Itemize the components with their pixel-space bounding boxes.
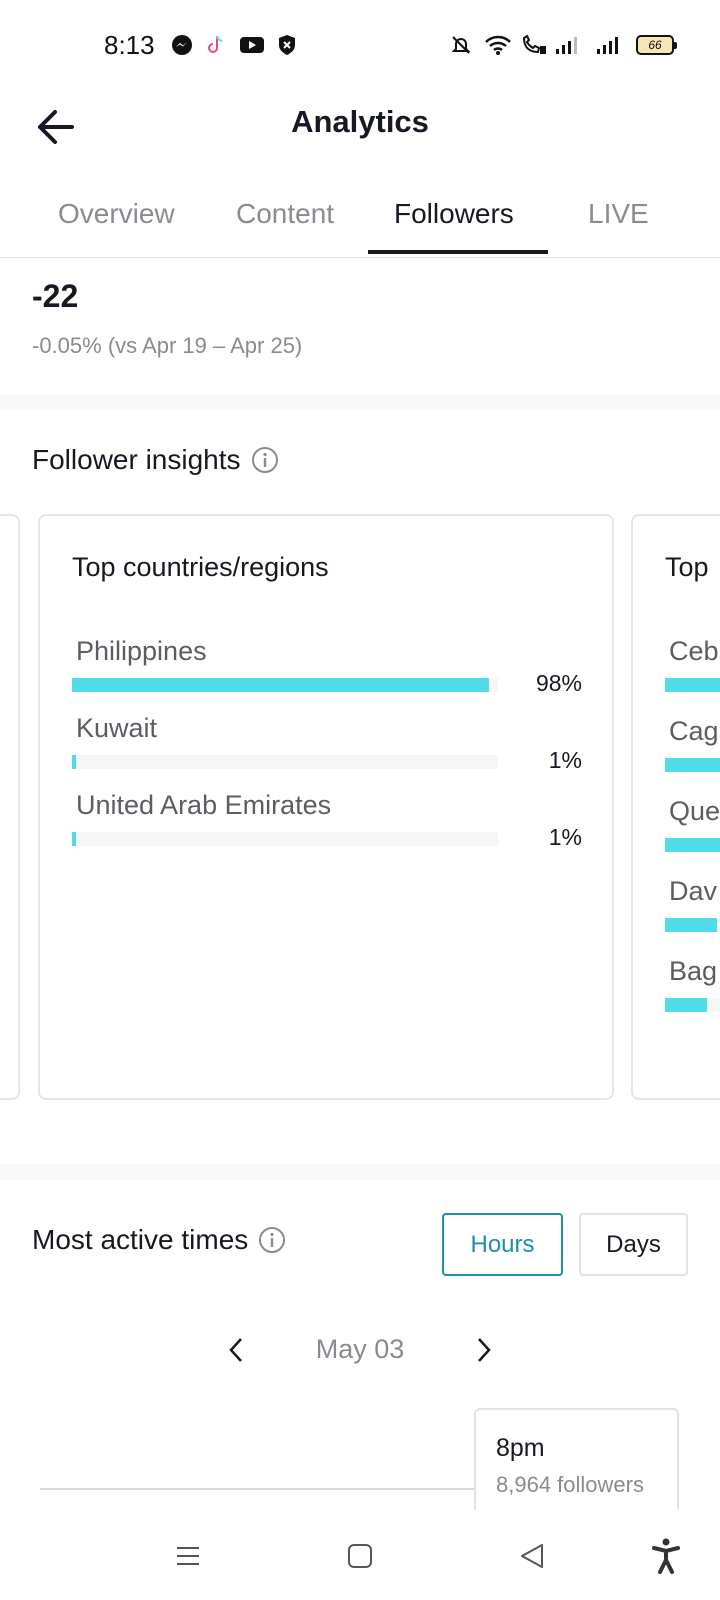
shield-icon — [276, 34, 298, 56]
arrow-left-icon — [38, 110, 74, 144]
date-label: May 03 — [315, 1334, 405, 1364]
page-title: Analytics — [291, 104, 429, 139]
active-tab-indicator — [368, 250, 548, 254]
city-bar-fill — [665, 998, 707, 1012]
tooltip-time: 8pm — [496, 1434, 545, 1462]
status-bar: 8:13 66 — [0, 0, 720, 90]
city-row: Dav — [665, 876, 720, 952]
city-row: Ceb — [665, 636, 720, 712]
activity-tooltip: 8pm 8,964 followers — [474, 1408, 679, 1518]
city-bar-track — [717, 918, 720, 932]
city-name: Dav — [669, 876, 718, 906]
messenger-icon — [171, 34, 193, 56]
most-active-times-label: Most active times — [32, 1224, 249, 1255]
home-button[interactable] — [338, 1534, 382, 1578]
chevron-right-icon — [478, 1338, 491, 1362]
city-name: Que — [669, 796, 720, 826]
tiktok-icon — [205, 34, 227, 56]
city-name: Cag — [669, 716, 719, 746]
signal-icon — [554, 34, 580, 56]
country-bar-track — [72, 678, 498, 692]
follower-insights-label: Follower insights — [32, 444, 241, 475]
system-navigation-bar — [0, 1510, 720, 1600]
tab-followers[interactable]: Followers — [394, 198, 514, 229]
battery-icon: 66 — [634, 34, 677, 56]
insights-card-previous[interactable] — [0, 514, 20, 1100]
city-bar-fill — [665, 758, 720, 772]
accessibility-button[interactable] — [644, 1534, 688, 1578]
triangle-back-icon — [521, 1544, 543, 1568]
city-name: Ceb — [669, 636, 719, 666]
days-toggle-button[interactable]: Days — [579, 1213, 688, 1276]
city-row: Que — [665, 796, 720, 872]
menu-icon — [177, 1547, 199, 1565]
tab-overview[interactable]: Overview — [58, 198, 175, 229]
country-name: Kuwait — [76, 713, 158, 743]
follower-insights-title: Follower insights — [32, 444, 279, 476]
country-bar-track — [72, 832, 498, 846]
city-bar-fill — [665, 918, 717, 932]
wifi-icon — [484, 34, 512, 56]
country-percent: 1% — [548, 824, 582, 850]
card-title: Top — [665, 552, 709, 582]
city-bar-track — [707, 998, 720, 1012]
city-row: Cag — [665, 716, 720, 792]
country-row: Kuwait 1% — [72, 713, 582, 785]
net-change-comparison: -0.05% (vs Apr 19 – Apr 25) — [32, 333, 303, 358]
chevron-left-icon — [229, 1338, 242, 1362]
next-date-button[interactable] — [466, 1332, 502, 1368]
country-row: United Arab Emirates 1% — [72, 790, 582, 862]
accessibility-icon — [652, 1538, 680, 1574]
country-percent: 1% — [548, 747, 582, 773]
most-active-times-title: Most active times — [32, 1224, 286, 1256]
country-bar-fill — [72, 832, 76, 846]
square-icon — [348, 1544, 372, 1568]
city-name: Bag — [669, 956, 718, 986]
date-navigator: May 03 — [0, 1330, 720, 1374]
section-divider — [0, 1164, 720, 1180]
top-countries-card: Top countries/regions Philippines 98% Ku… — [38, 514, 614, 1100]
app-header: Analytics — [0, 90, 720, 186]
country-name: United Arab Emirates — [76, 790, 332, 820]
tooltip-follower-count: 8,964 followers — [496, 1472, 644, 1497]
country-row: Philippines 98% — [72, 636, 582, 708]
wifi-calling-icon — [520, 34, 548, 56]
activity-chart-baseline — [40, 1488, 480, 1490]
signal-icon — [595, 34, 621, 56]
back-button[interactable] — [30, 102, 80, 152]
status-time: 8:13 — [104, 30, 155, 60]
info-icon[interactable] — [258, 1226, 286, 1254]
net-follower-change: -22 — [32, 278, 79, 314]
city-bar-fill — [665, 838, 720, 852]
country-percent: 98% — [535, 670, 582, 696]
section-divider — [0, 394, 720, 410]
card-title: Top countries/regions — [72, 552, 329, 582]
top-cities-card[interactable]: Top Ceb Cag Que Dav Bag — [631, 514, 720, 1100]
city-bar-fill — [665, 678, 720, 692]
city-row: Bag — [665, 956, 720, 1032]
country-bar-track — [72, 755, 498, 769]
tab-bar: Overview Content Followers LIVE — [0, 186, 720, 258]
country-name: Philippines — [76, 636, 207, 666]
back-nav-button[interactable] — [510, 1534, 554, 1578]
previous-date-button[interactable] — [218, 1332, 254, 1368]
mute-notifications-icon — [450, 34, 472, 56]
country-bar-fill — [72, 678, 489, 692]
country-bar-fill — [72, 755, 76, 769]
tab-live[interactable]: LIVE — [588, 198, 649, 229]
tab-content[interactable]: Content — [236, 198, 335, 229]
recents-button[interactable] — [166, 1534, 210, 1578]
hours-toggle-button[interactable]: Hours — [442, 1213, 563, 1276]
battery-level: 66 — [648, 38, 662, 52]
info-icon[interactable] — [251, 446, 279, 474]
youtube-icon — [239, 34, 265, 56]
